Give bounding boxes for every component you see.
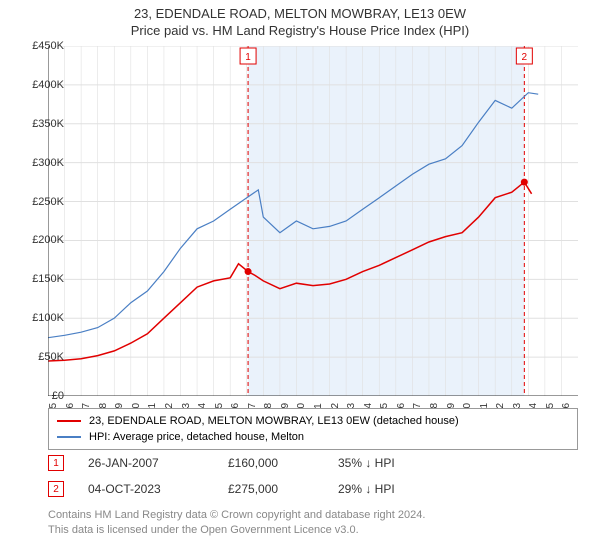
- legend-label: 23, EDENDALE ROAD, MELTON MOWBRAY, LE13 …: [89, 415, 459, 427]
- marker-pct: 29% ↓ HPI: [338, 482, 458, 496]
- legend-label: HPI: Average price, detached house, Melt…: [89, 431, 304, 443]
- y-tick-label: £300K: [18, 157, 64, 169]
- y-tick-label: £100K: [18, 312, 64, 324]
- title-sub: Price paid vs. HM Land Registry's House …: [0, 23, 600, 38]
- y-tick-label: £250K: [18, 196, 64, 208]
- y-tick-label: £400K: [18, 79, 64, 91]
- marker-badge: 1: [48, 455, 64, 471]
- y-tick-label: £450K: [18, 40, 64, 52]
- marker-row: 1 26-JAN-2007 £160,000 35% ↓ HPI: [48, 450, 458, 476]
- markers-table: 1 26-JAN-2007 £160,000 35% ↓ HPI 2 04-OC…: [48, 450, 458, 502]
- legend-swatch: [57, 420, 81, 422]
- y-tick-label: £0: [18, 390, 64, 402]
- y-tick-label: £150K: [18, 273, 64, 285]
- titles: 23, EDENDALE ROAD, MELTON MOWBRAY, LE13 …: [0, 0, 600, 38]
- marker-price: £275,000: [228, 482, 338, 496]
- legend-swatch: [57, 436, 81, 438]
- footer-line: Contains HM Land Registry data © Crown c…: [48, 508, 425, 523]
- marker-price: £160,000: [228, 456, 338, 470]
- chart-container: 23, EDENDALE ROAD, MELTON MOWBRAY, LE13 …: [0, 0, 600, 560]
- marker-date: 04-OCT-2023: [88, 482, 228, 496]
- title-main: 23, EDENDALE ROAD, MELTON MOWBRAY, LE13 …: [0, 6, 600, 21]
- y-tick-label: £50K: [18, 351, 64, 363]
- footer: Contains HM Land Registry data © Crown c…: [48, 508, 425, 538]
- legend-row: HPI: Average price, detached house, Melt…: [57, 429, 569, 445]
- y-tick-label: £200K: [18, 234, 64, 246]
- legend: 23, EDENDALE ROAD, MELTON MOWBRAY, LE13 …: [48, 408, 578, 450]
- marker-date: 26-JAN-2007: [88, 456, 228, 470]
- legend-row: 23, EDENDALE ROAD, MELTON MOWBRAY, LE13 …: [57, 413, 569, 429]
- marker-pct: 35% ↓ HPI: [338, 456, 458, 470]
- marker-row: 2 04-OCT-2023 £275,000 29% ↓ HPI: [48, 476, 458, 502]
- chart-svg: 12: [48, 46, 578, 396]
- y-tick-label: £350K: [18, 118, 64, 130]
- svg-text:2: 2: [522, 52, 528, 63]
- marker-badge: 2: [48, 481, 64, 497]
- svg-text:1: 1: [245, 52, 251, 63]
- footer-line: This data is licensed under the Open Gov…: [48, 523, 425, 538]
